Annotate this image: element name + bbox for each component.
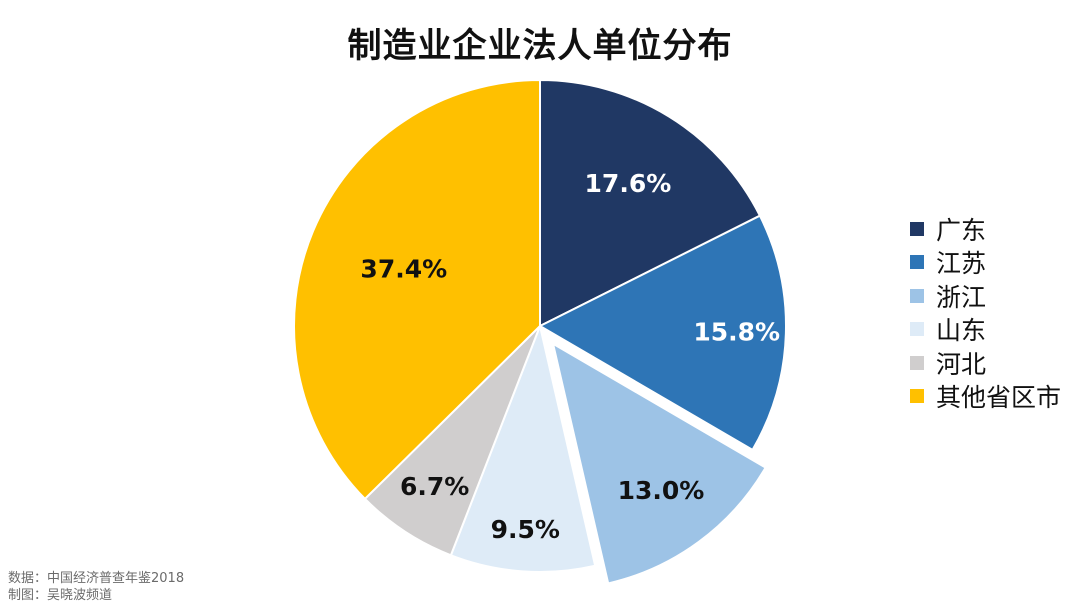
slice-value-label-3: 13.0% <box>618 476 705 505</box>
pie-slice-4 <box>449 322 597 573</box>
legend-item-4: 山东 <box>910 313 1061 347</box>
legend-item-2: 江苏 <box>910 246 1061 280</box>
slice-value-label-4: 9.5% <box>491 515 560 544</box>
legend-swatch <box>910 255 924 270</box>
slice-value-label-2: 15.8% <box>693 318 780 347</box>
slice-value-label-1: 17.6% <box>585 169 672 198</box>
legend-item-5: 河北 <box>910 346 1061 380</box>
legend-label: 浙江 <box>936 282 987 312</box>
data-source-text: 数据：中国经济普查年鉴2018 <box>8 571 185 586</box>
chart-legend: 广东江苏 浙江山东 河北其他省区市 <box>910 212 1061 413</box>
pie-slice-6 <box>293 78 541 501</box>
made-by-text: 制图：吴晓波频道 <box>8 588 113 603</box>
legend-item-1: 广东 <box>910 212 1061 246</box>
legend-label: 其他省区市 <box>936 383 1062 413</box>
pie-slice-3 <box>551 341 767 585</box>
legend-label: 广东 <box>936 215 987 245</box>
legend-item-3: 浙江 <box>910 279 1061 313</box>
legend-label: 山东 <box>936 316 987 346</box>
legend-swatch <box>910 221 924 236</box>
legend-swatch <box>910 288 924 303</box>
legend-label: 河北 <box>936 349 987 379</box>
source-note: 数据：中国经济普查年鉴2018 制图：吴晓波频道 <box>8 570 184 604</box>
chart-title: 制造业企业法人单位分布 <box>347 26 733 66</box>
slice-value-label-6: 37.4% <box>360 255 447 284</box>
slice-value-label-5: 6.7% <box>400 472 469 501</box>
legend-item-6: 其他省区市 <box>910 380 1061 414</box>
legend-swatch <box>910 389 924 404</box>
legend-swatch <box>910 355 924 370</box>
legend-swatch <box>910 322 924 337</box>
legend-label: 江苏 <box>936 249 987 279</box>
pie-slice-1 <box>539 78 762 328</box>
pie-slice-2 <box>537 214 787 452</box>
